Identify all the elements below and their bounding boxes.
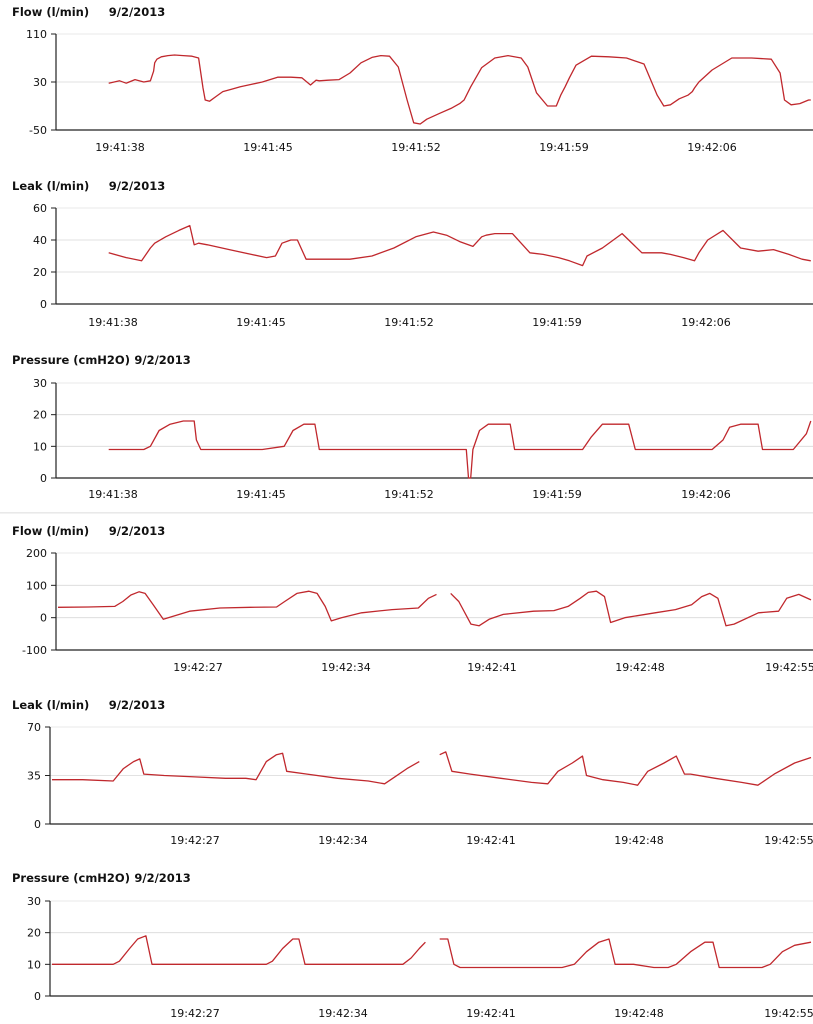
x-tick-label: 19:41:52: [391, 141, 440, 154]
y-tick-label: 100: [26, 579, 47, 592]
y-tick-label: 20: [33, 409, 47, 422]
y-tick-label: 35: [27, 770, 41, 783]
chart-title: Flow (l/min): [12, 524, 89, 538]
x-tick-label: 19:41:38: [88, 488, 137, 501]
chart-date: 9/2/2013: [109, 179, 165, 193]
y-tick-label: 10: [33, 440, 47, 453]
y-tick-label: 60: [33, 202, 47, 215]
y-tick-label: -50: [29, 124, 47, 137]
chart-panel-2: Leak (l/min) 9/2/2013 60 40 20 0 19:41:38 19:41…: [12, 179, 813, 329]
chart-panel-6: Pressure (cmH2O) 9/2/2013 30 20 10 0 19:42:27 1…: [12, 871, 813, 1020]
chart-date: 9/2/2013: [109, 5, 165, 19]
x-tick-label: 19:42:06: [681, 316, 730, 329]
x-tick-label: 19:41:45: [236, 488, 285, 501]
chart-title: Leak (l/min): [12, 698, 89, 712]
x-tick-label: 19:42:06: [681, 488, 730, 501]
series-line: [108, 54, 811, 125]
chart-panel-1: Flow (l/min) 9/2/2013 110 30 -50 19:41:38 19:4…: [12, 5, 813, 154]
x-tick-label: 19:42:27: [170, 834, 219, 847]
x-tick-label: 19:42:27: [170, 1007, 219, 1020]
x-tick-label: 19:41:38: [95, 141, 144, 154]
x-tick-label: 19:41:45: [236, 316, 285, 329]
series-line: [108, 224, 811, 267]
chart-title: Flow (l/min): [12, 5, 89, 19]
chart-panel-5: Leak (l/min) 9/2/2013 70 35 0 19:42:27 19:42:3…: [12, 698, 813, 847]
x-tick-label: 19:42:48: [614, 834, 663, 847]
series-line: [52, 751, 812, 786]
series-line: [108, 420, 812, 479]
x-tick-label: 19:42:41: [466, 1007, 515, 1020]
chart-panel-3: Pressure (cmH2O) 9/2/2013 30 20 10 0 19:41:38 1…: [12, 353, 813, 501]
y-tick-label: 10: [27, 958, 41, 971]
x-tick-label: 19:42:41: [467, 661, 516, 674]
series-line: [52, 935, 812, 969]
y-tick-label: 0: [40, 298, 47, 311]
x-tick-label: 19:42:55: [765, 661, 813, 674]
y-tick-label: 20: [27, 927, 41, 940]
x-tick-label: 19:42:34: [321, 661, 370, 674]
chart-title: Pressure (cmH2O): [12, 871, 130, 885]
x-tick-label: 19:41:52: [384, 316, 433, 329]
y-tick-label: 110: [26, 28, 47, 41]
x-tick-label: 19:41:59: [539, 141, 588, 154]
y-tick-label: 200: [26, 547, 47, 560]
chart-title: Pressure (cmH2O): [12, 353, 130, 367]
x-tick-label: 19:42:41: [466, 834, 515, 847]
x-tick-label: 19:42:48: [614, 1007, 663, 1020]
x-tick-label: 19:42:06: [687, 141, 736, 154]
y-tick-label: 0: [34, 818, 41, 831]
x-tick-label: 19:42:55: [764, 834, 813, 847]
x-tick-label: 19:41:38: [88, 316, 137, 329]
chart-date: 9/2/2013: [109, 698, 165, 712]
x-tick-label: 19:42:34: [318, 834, 367, 847]
sheet-divider: [0, 512, 813, 514]
y-tick-label: 30: [33, 76, 47, 89]
x-tick-label: 19:41:59: [532, 316, 581, 329]
x-tick-label: 19:41:45: [243, 141, 292, 154]
y-tick-label: 20: [33, 266, 47, 279]
y-tick-label: 30: [27, 895, 41, 908]
y-tick-label: 70: [27, 721, 41, 734]
x-tick-label: 19:41:52: [384, 488, 433, 501]
x-tick-label: 19:42:27: [173, 661, 222, 674]
chart-panel-4: Flow (l/min) 9/2/2013 200 100 0 -100 19:42:27 1…: [12, 524, 813, 674]
y-tick-label: 0: [40, 472, 47, 485]
x-tick-label: 19:42:55: [764, 1007, 813, 1020]
chart-date: 9/2/2013: [134, 871, 190, 885]
x-tick-label: 19:41:59: [532, 488, 581, 501]
y-tick-label: 0: [34, 990, 41, 1003]
y-tick-label: 0: [40, 612, 47, 625]
chart-date: 9/2/2013: [134, 353, 190, 367]
y-tick-label: -100: [22, 644, 47, 657]
x-tick-label: 19:42:34: [318, 1007, 367, 1020]
series-line: [57, 590, 812, 627]
chart-title: Leak (l/min): [12, 179, 89, 193]
x-tick-label: 19:42:48: [615, 661, 664, 674]
y-tick-label: 40: [33, 234, 47, 247]
y-tick-label: 30: [33, 377, 47, 390]
chart-date: 9/2/2013: [109, 524, 165, 538]
